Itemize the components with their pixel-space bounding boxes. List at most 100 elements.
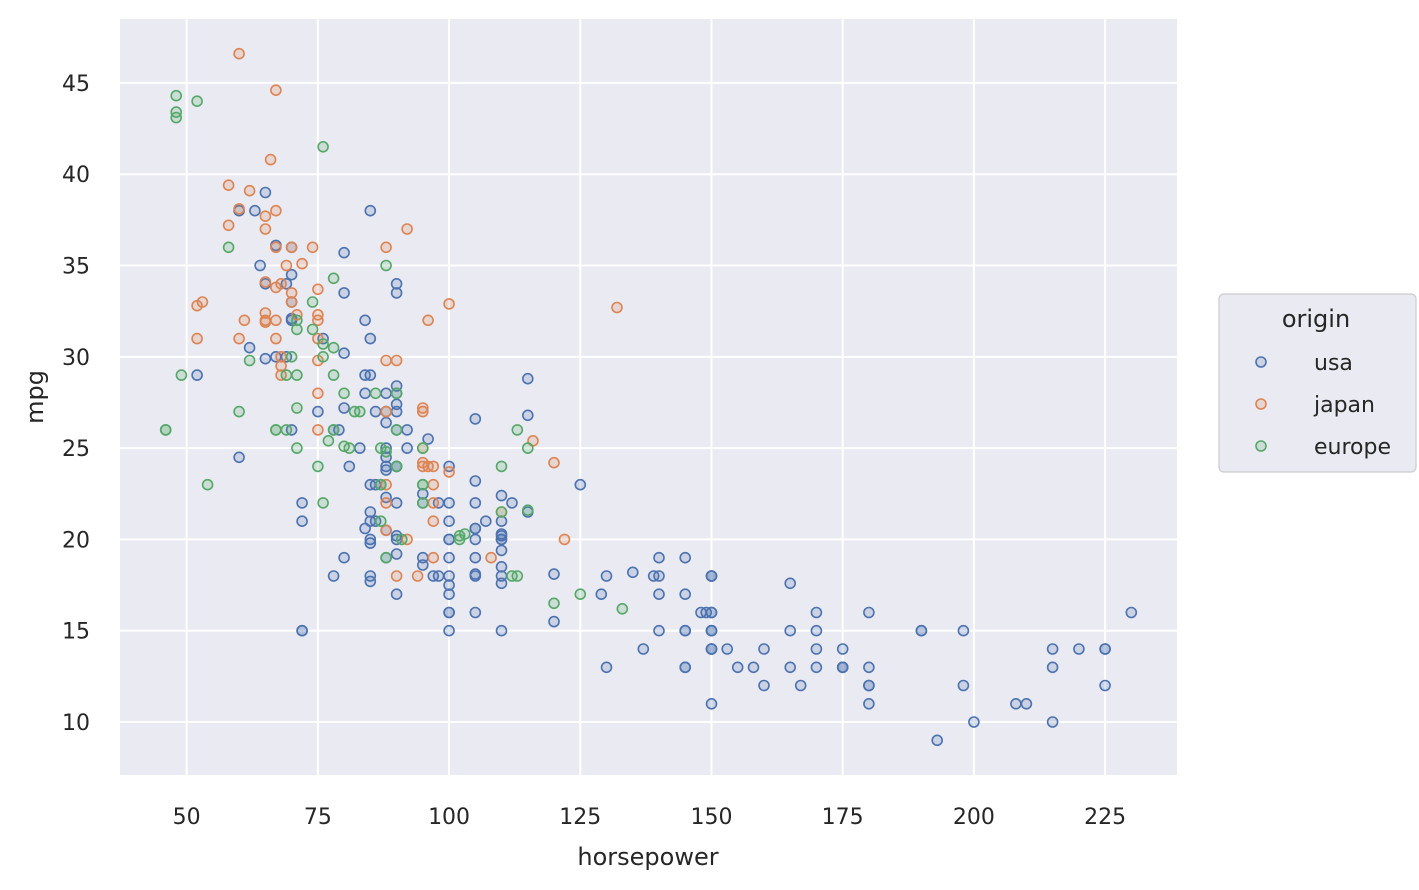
data-point xyxy=(1073,643,1085,655)
x-tick-label: 100 xyxy=(428,805,470,830)
data-point xyxy=(338,551,350,564)
data-point xyxy=(931,734,944,747)
data-point xyxy=(270,241,282,254)
data-point xyxy=(427,478,440,491)
data-point xyxy=(416,456,429,469)
data-point xyxy=(390,570,403,582)
data-point xyxy=(291,402,303,414)
data-point xyxy=(411,570,424,582)
data-point xyxy=(296,515,308,528)
x-tick-label: 150 xyxy=(690,805,732,830)
data-point xyxy=(401,442,413,454)
data-point xyxy=(249,204,261,217)
y-axis-label: mpg xyxy=(21,370,49,424)
data-point xyxy=(574,588,587,601)
data-point xyxy=(296,497,308,509)
data-point xyxy=(369,405,382,418)
data-point xyxy=(327,341,340,354)
data-point xyxy=(495,544,508,557)
data-point xyxy=(600,661,613,674)
data-point xyxy=(427,515,440,528)
data-point xyxy=(380,524,392,537)
data-point xyxy=(243,354,256,367)
data-point xyxy=(317,338,329,350)
data-point xyxy=(836,661,849,674)
data-point xyxy=(548,597,560,610)
data-point xyxy=(390,354,403,367)
data-point xyxy=(364,537,377,549)
data-point xyxy=(322,434,335,447)
data-point xyxy=(191,299,203,312)
data-point xyxy=(364,575,377,588)
data-point xyxy=(810,643,823,655)
data-point xyxy=(401,223,413,235)
data-point xyxy=(416,497,429,509)
data-point xyxy=(259,352,272,365)
data-point xyxy=(243,341,256,354)
x-tick-label: 175 xyxy=(822,805,864,830)
data-point xyxy=(469,522,482,535)
y-tick-label: 35 xyxy=(62,255,90,280)
data-point xyxy=(443,533,455,546)
data-point xyxy=(600,570,613,582)
data-point xyxy=(285,268,298,281)
data-point xyxy=(359,522,371,535)
data-point xyxy=(521,504,534,517)
data-point xyxy=(485,551,497,564)
data-point xyxy=(784,624,797,637)
data-point xyxy=(1099,643,1111,655)
data-point xyxy=(374,478,387,491)
data-point xyxy=(548,615,560,628)
y-tick-label: 15 xyxy=(62,620,90,645)
data-point xyxy=(364,332,377,345)
x-tick-label: 50 xyxy=(173,805,201,830)
data-point xyxy=(469,551,482,564)
data-point xyxy=(521,372,534,385)
data-point xyxy=(312,460,324,473)
data-point xyxy=(374,515,387,528)
data-point xyxy=(574,478,587,491)
data-point xyxy=(270,314,282,327)
data-point xyxy=(758,643,770,655)
y-tick-label: 45 xyxy=(62,72,90,97)
data-point xyxy=(458,528,471,540)
data-point xyxy=(222,219,235,232)
data-point xyxy=(432,570,445,582)
data-point xyxy=(175,369,188,381)
data-point xyxy=(416,487,429,500)
data-point xyxy=(259,307,272,319)
data-point xyxy=(443,298,455,310)
data-point xyxy=(653,624,665,637)
data-point xyxy=(968,716,980,728)
data-point xyxy=(343,460,356,473)
y-tick-label: 30 xyxy=(62,346,90,371)
data-point xyxy=(285,241,298,254)
data-point xyxy=(495,577,508,590)
data-point xyxy=(233,405,245,418)
data-point xyxy=(369,387,382,400)
data-point xyxy=(364,506,377,518)
data-point xyxy=(443,515,455,528)
legend-marker xyxy=(1255,398,1267,410)
data-point xyxy=(495,528,508,540)
data-point xyxy=(705,624,718,637)
data-point xyxy=(1020,697,1033,710)
data-point xyxy=(469,497,482,509)
data-point xyxy=(784,661,797,674)
data-point xyxy=(291,369,303,381)
data-point xyxy=(416,402,429,414)
data-point xyxy=(380,445,392,458)
data-point xyxy=(495,489,508,502)
data-point xyxy=(327,369,340,381)
data-point xyxy=(259,186,272,199)
data-point xyxy=(511,424,524,436)
plot-background xyxy=(120,19,1177,775)
data-point xyxy=(380,497,392,509)
data-point xyxy=(443,551,455,564)
data-point xyxy=(731,661,744,674)
data-point xyxy=(611,301,623,314)
data-point xyxy=(506,497,518,509)
data-point xyxy=(359,387,371,400)
data-point xyxy=(705,697,718,710)
